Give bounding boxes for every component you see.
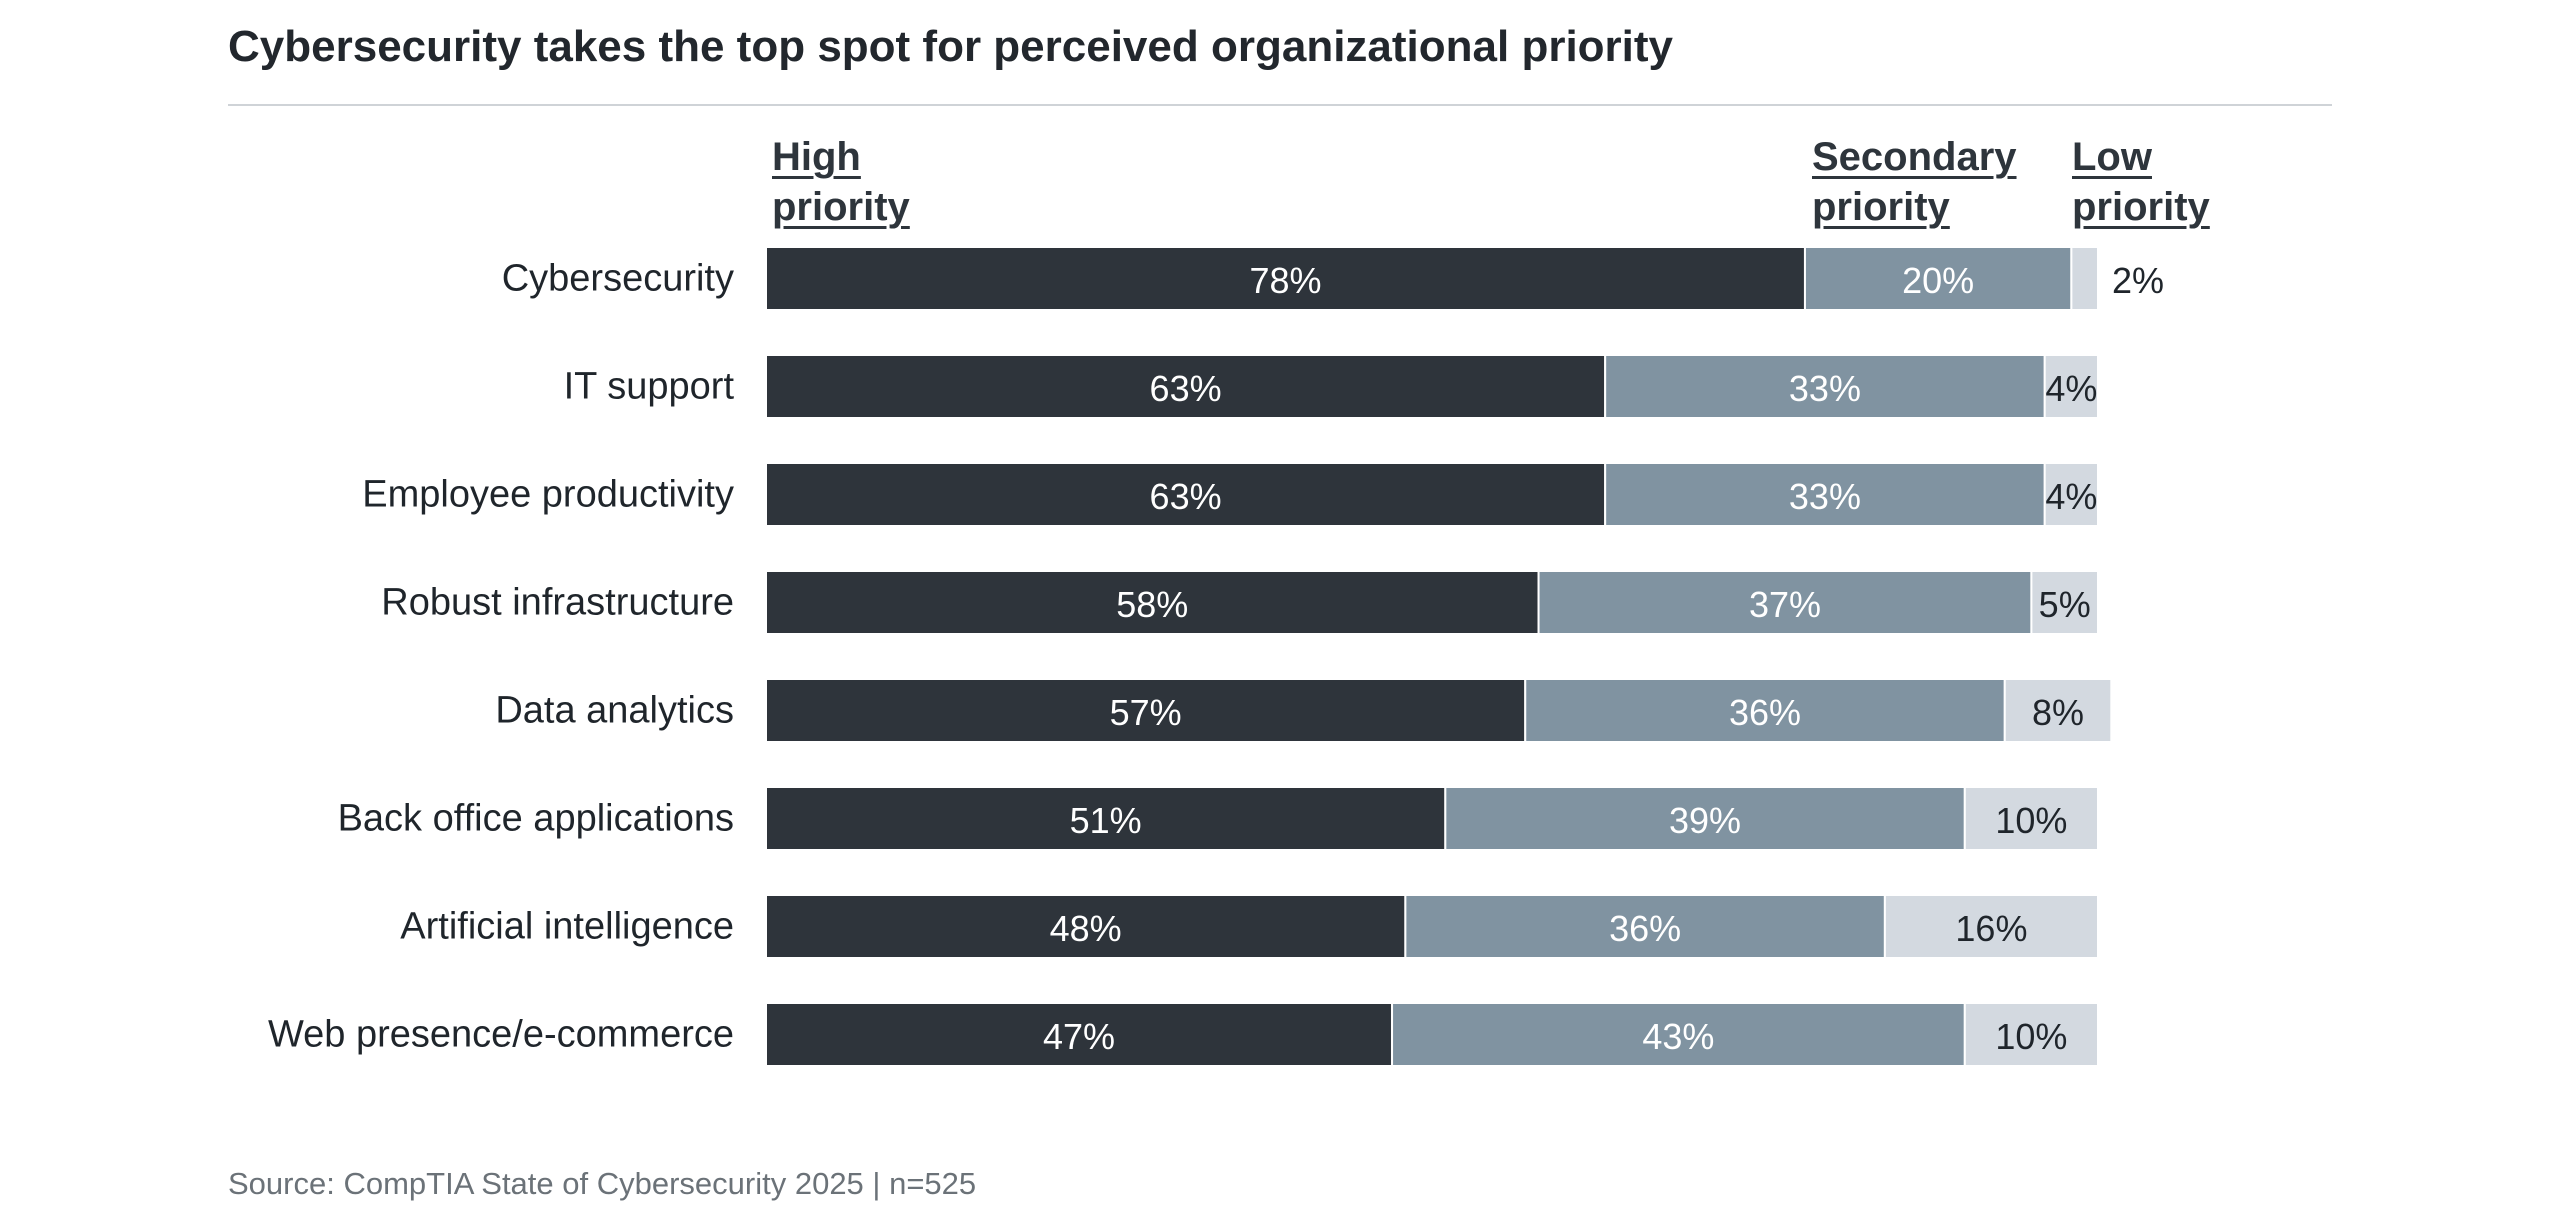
legend-low-priority: Low priority [2072,135,2210,229]
bar-segment-low [2003,678,2113,743]
category-label: Web presence/e-commerce [268,1014,734,1056]
bar-segment-low [1883,894,2099,959]
category-label: Employee productivity [362,474,734,516]
legend-secondary-priority: Secondary priority [1812,135,2017,229]
data-label: 39% [1669,800,1741,841]
data-label: 36% [1609,908,1681,949]
data-label: 48% [1050,908,1122,949]
data-label: 5% [2039,584,2091,625]
data-label: 58% [1116,584,1188,625]
data-label: 16% [1955,908,2027,949]
bar-segment-low [2070,246,2100,311]
data-label: 78% [1249,260,1321,301]
data-label: 10% [1995,1016,2067,1057]
bar-segment-secondary [1444,786,1966,851]
data-label: 2% [2112,260,2164,301]
bar-segment-secondary [1604,462,2046,527]
category-label: Back office applications [338,798,734,840]
category-label: Artificial intelligence [400,906,734,948]
category-label: Cybersecurity [502,258,734,300]
bar-segment-high [765,1002,1394,1067]
data-label: 33% [1789,476,1861,517]
bar-segment-high [765,462,1607,527]
bar-segment-high [765,246,1806,311]
data-label: 63% [1150,368,1222,409]
data-label: 57% [1110,692,1182,733]
title-divider [228,104,2332,106]
bar-segment-low [2043,354,2099,419]
legend-high-priority: High priority [772,135,910,229]
data-label: 33% [1789,368,1861,409]
category-label: Robust infrastructure [381,582,734,624]
bar-segment-high [765,786,1447,851]
bar-segment-high [765,570,1540,635]
chart-title: Cybersecurity takes the top spot for per… [228,22,1674,71]
data-label: 4% [2045,368,2097,409]
bar-segment-secondary [1391,1002,1966,1067]
category-label: IT support [564,366,735,408]
bar-segment-secondary [1537,570,2033,635]
bar-segment-low [2043,462,2099,527]
bar-segment-low [1963,1002,2100,1067]
source-note: Source: CompTIA State of Cybersecurity 2… [228,1166,977,1201]
data-label: 63% [1150,476,1222,517]
data-label: 51% [1070,800,1142,841]
data-label: 4% [2045,476,2097,517]
data-label: 47% [1043,1016,1115,1057]
data-label: 36% [1729,692,1801,733]
bar-segment-high [765,894,1407,959]
data-label: 10% [1995,800,2067,841]
data-label: 8% [2032,692,2084,733]
bar-segment-secondary [1803,246,2073,311]
bar-segment-low [2030,570,2100,635]
category-label: Data analytics [495,690,734,732]
data-label: 20% [1902,260,1974,301]
data-label: 43% [1642,1016,1714,1057]
data-label: 37% [1749,584,1821,625]
bar-segment-low [1963,786,2100,851]
